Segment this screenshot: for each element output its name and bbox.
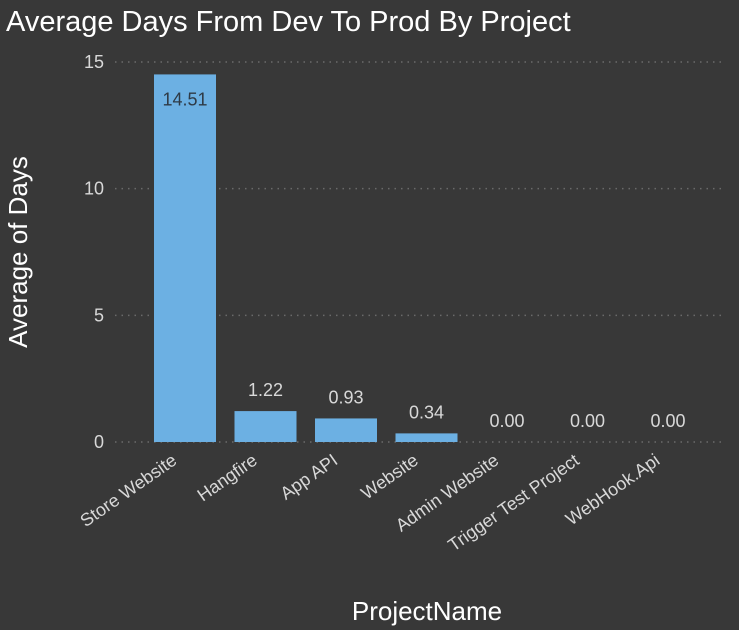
y-tick-label: 5 [94, 305, 104, 325]
x-tick-label: Store Website [76, 450, 180, 531]
x-axis-title: ProjectName [352, 596, 502, 626]
data-label: 0.93 [328, 387, 363, 407]
bar [315, 418, 377, 442]
bar [395, 433, 458, 442]
data-label: 14.51 [162, 89, 207, 109]
y-tick-label: 10 [84, 179, 104, 199]
data-label: 0.34 [409, 402, 444, 422]
y-axis-ticks: 0 5 10 15 [84, 52, 104, 452]
gridlines [115, 61, 725, 443]
x-tick-label: App API [277, 450, 342, 504]
y-axis-title: Average of Days [3, 156, 33, 348]
x-axis-ticks: Store Website Hangfire App API WebsiteAdmin… [76, 450, 663, 555]
x-tick-label: Website [357, 450, 421, 503]
data-label: 0.00 [570, 411, 605, 431]
chart-title: Average Days From Dev To Prod By Project [6, 6, 571, 38]
bar [154, 74, 216, 442]
bar [234, 411, 297, 442]
y-tick-label: 15 [84, 52, 104, 72]
y-tick-label: 0 [94, 432, 104, 452]
data-labels: 14.51 1.22 0.93 0.34 0.00 0.00 0.00 [162, 89, 685, 431]
bars [154, 74, 458, 442]
x-tick-label: Hangfire [194, 450, 261, 505]
x-tick-label: Trigger Test Project [444, 450, 582, 555]
data-label: 0.00 [489, 411, 524, 431]
data-label: 0.00 [650, 411, 685, 431]
data-label: 1.22 [248, 380, 283, 400]
